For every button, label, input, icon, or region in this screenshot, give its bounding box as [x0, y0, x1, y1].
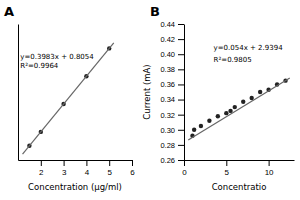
tick-mark [86, 160, 87, 166]
axis-line [18, 25, 19, 161]
tick: 6 [130, 160, 135, 177]
x-axis: 2 3 4 5 6 [19, 160, 136, 177]
tick-mark [178, 115, 184, 116]
panel: 2 3 4 5 6 y=0.3983x + 0.8054R²=0.9964 A Concent… [4, 4, 135, 192]
tick-mark [109, 160, 110, 166]
annotation: y=0.3983x + 0.8054 [20, 53, 94, 61]
point [228, 109, 232, 113]
axis-line [184, 25, 185, 161]
tick-mark [178, 130, 184, 131]
tick: 0.38 [160, 65, 184, 74]
y-axis [18, 25, 19, 161]
tick: 0.26 [160, 156, 184, 165]
x-axis: 0 5 10 [182, 160, 294, 177]
x-axis-title: Concentratio [212, 182, 267, 192]
axis-line [19, 160, 133, 161]
annotation: R²=0.9964 [20, 62, 59, 70]
tick: 10 [265, 160, 274, 177]
tick-label: 0.34 [160, 95, 175, 104]
annotation: y=0.054x + 2.9394 [214, 44, 284, 52]
tick-mark [178, 100, 184, 101]
point [199, 124, 203, 128]
tick: 0.44 [160, 20, 184, 29]
tick-mark [178, 39, 184, 40]
point [258, 90, 262, 94]
tick-label: 3 [62, 168, 67, 177]
tick-mark [178, 160, 184, 161]
tick-label: 6 [130, 168, 135, 177]
tick-mark [178, 69, 184, 70]
point [192, 128, 196, 132]
point [216, 114, 220, 118]
tick-label: 0.40 [160, 50, 175, 59]
tick-label: 4 [85, 168, 90, 177]
tick: 5 [225, 160, 230, 177]
tick: 3 [62, 160, 67, 177]
regression-line [188, 78, 290, 140]
tick-label: 0.42 [160, 35, 175, 44]
tick-mark [64, 160, 65, 166]
tick: 0.32 [160, 111, 184, 120]
tick-label: 0.32 [160, 111, 175, 120]
tick: 4 [85, 160, 90, 177]
tick-label: 10 [265, 168, 274, 177]
point [207, 119, 211, 123]
tick-mark [178, 145, 184, 146]
tick: 0.42 [160, 35, 184, 44]
tick-label: 0.30 [160, 126, 175, 135]
tick: 5 [107, 160, 112, 177]
tick-label: 5 [107, 168, 112, 177]
tick-label: 0.38 [160, 65, 175, 74]
tick-label: 0.26 [160, 156, 175, 165]
point [241, 100, 245, 104]
tick-mark [132, 160, 133, 166]
tick: 0.40 [160, 50, 184, 59]
tick: 0.36 [160, 80, 184, 89]
panel-label: A [4, 4, 14, 19]
tick-label: 0.28 [160, 141, 175, 150]
panel-label: B [150, 4, 160, 19]
panel: 0 5 10 0.26 0.28 0.30 0.32 0.34 0.36 0.38 0.40 0.42… [142, 4, 295, 192]
plot-area [188, 78, 290, 140]
tick-label: 0 [182, 168, 187, 177]
tick-mark [178, 84, 184, 85]
tick: 0 [182, 160, 187, 177]
tick-label: 0.36 [160, 80, 175, 89]
point [224, 111, 228, 115]
annotation: R²=0.9805 [214, 56, 252, 64]
tick-mark [41, 160, 42, 166]
tick-mark [226, 160, 227, 166]
tick-label: 5 [225, 168, 230, 177]
figure: 2 3 4 5 6 y=0.3983x + 0.8054R²=0.9964 A Concent… [0, 0, 300, 200]
point [233, 105, 237, 109]
tick-label: 2 [39, 168, 44, 177]
tick-mark [269, 160, 270, 166]
tick-label: 0.44 [160, 20, 175, 29]
tick-mark [184, 160, 185, 166]
tick: 2 [39, 160, 44, 177]
y-axis: 0.26 0.28 0.30 0.32 0.34 0.36 0.38 0.40 0.42 0.44 [160, 20, 184, 165]
tick: 0.34 [160, 95, 184, 104]
tick: 0.28 [160, 141, 184, 150]
point [249, 96, 253, 100]
tick-mark [178, 24, 184, 25]
tick-mark [178, 54, 184, 55]
axis-line [185, 160, 295, 161]
x-axis-title: Concentration (μg/ml) [28, 182, 122, 192]
tick: 0.30 [160, 126, 184, 135]
y-axis-title: Current (mA) [142, 64, 152, 119]
